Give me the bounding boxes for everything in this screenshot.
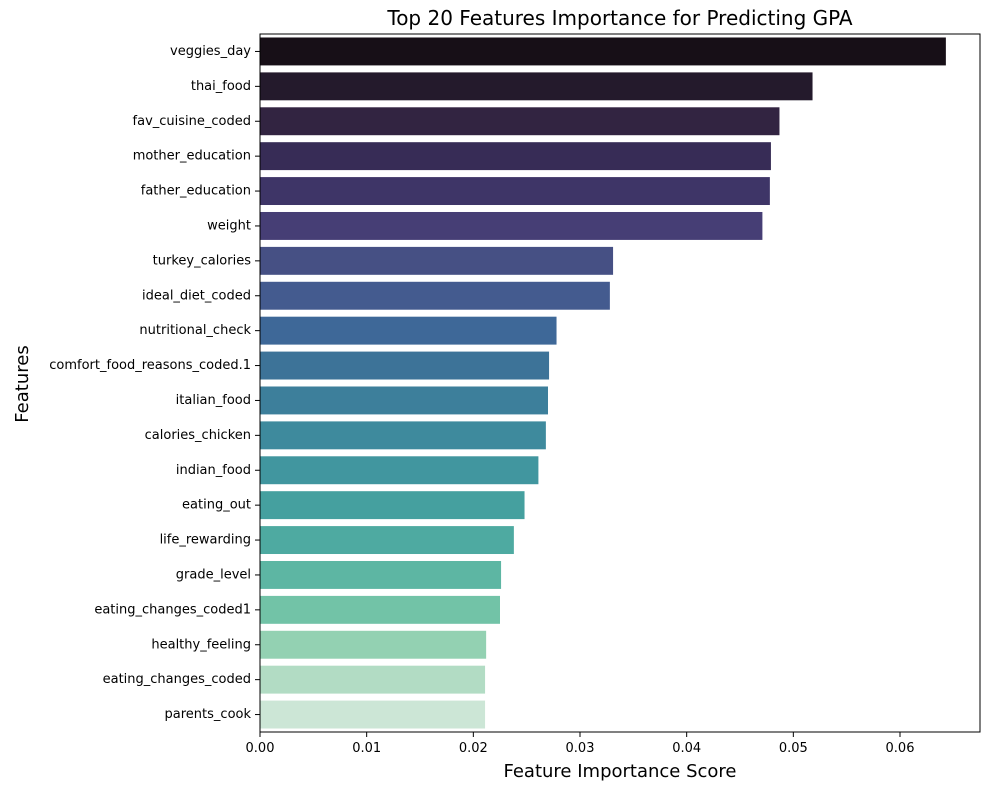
y-ticks-group: veggies_day thai_food fav_cuisine_codedmot…: [49, 44, 260, 722]
y-tick-label: veggies_day: [170, 44, 251, 59]
y-tick-label: mother_education: [133, 149, 251, 164]
bar-indian-food: [260, 456, 539, 485]
bar-fav-cuisine-coded: [260, 107, 780, 136]
y-tick-label: eating_out: [182, 498, 251, 513]
x-tick-label: 0.05: [779, 741, 808, 756]
bar-nutritional-check: [260, 316, 557, 345]
bar-grade-level: [260, 560, 502, 589]
bar-calories-chicken: [260, 421, 546, 450]
y-tick-label: indian_food: [176, 463, 251, 478]
y-axis-label: Features: [12, 345, 33, 422]
y-tick-label: fav_cuisine_coded: [133, 114, 251, 129]
y-tick-label: thai_food: [191, 79, 251, 94]
bar-father-education: [260, 177, 770, 206]
chart-title: Top 20 Features Importance for Predictin…: [386, 6, 853, 30]
bar-weight: [260, 211, 763, 240]
x-tick-label: 0.03: [566, 741, 595, 756]
x-ticks-group: 0.00 0.01 0.02 0.03 0.04 0.05 0.06: [246, 732, 915, 756]
y-tick-label: eating_changes_coded1: [94, 602, 251, 617]
y-tick-label: healthy_feeling: [151, 637, 251, 652]
plot-frame: [259, 33, 981, 733]
y-tick-label: comfort_food_reasons_coded.1: [49, 358, 251, 373]
bar-ideal-diet-coded: [260, 281, 610, 310]
x-tick-label: 0.01: [352, 741, 381, 756]
bar-veggies-day: [260, 37, 946, 66]
bar-eating-changes-coded1: [260, 595, 500, 624]
bar-mother-education: [260, 142, 771, 171]
bar-italian-food: [260, 386, 548, 415]
y-tick-label: eating_changes_coded: [103, 672, 251, 687]
bar-eating-changes-coded: [260, 665, 486, 694]
x-axis-label: Feature Importance Score: [503, 761, 736, 782]
y-tick-label: calories_chicken: [145, 428, 251, 443]
bar-comfort-food-reasons-coded-1: [260, 351, 550, 380]
bar-healthy-feeling: [260, 630, 487, 659]
y-tick-label: nutritional_check: [139, 323, 251, 338]
y-tick-label: parents_cook: [165, 707, 252, 722]
y-tick-label: life_rewarding: [160, 533, 251, 548]
bar-turkey-calories: [260, 246, 614, 275]
y-tick-label: turkey_calories: [153, 253, 252, 268]
bar-life-rewarding: [260, 526, 514, 555]
x-tick-label: 0.04: [672, 741, 701, 756]
bar-eating-out: [260, 491, 525, 520]
x-tick-label: 0.02: [459, 741, 488, 756]
y-tick-label: italian_food: [176, 393, 251, 408]
y-tick-label: grade_level: [176, 567, 251, 582]
bar-parents-cook: [260, 700, 486, 729]
y-tick-label: father_education: [141, 184, 251, 199]
x-tick-label: 0.06: [886, 741, 915, 756]
x-tick-label: 0.00: [246, 741, 275, 756]
bar-thai-food: [260, 72, 813, 101]
y-tick-label: ideal_diet_coded: [142, 288, 251, 303]
y-tick-label: weight: [207, 218, 251, 233]
bars-group: [260, 37, 946, 729]
